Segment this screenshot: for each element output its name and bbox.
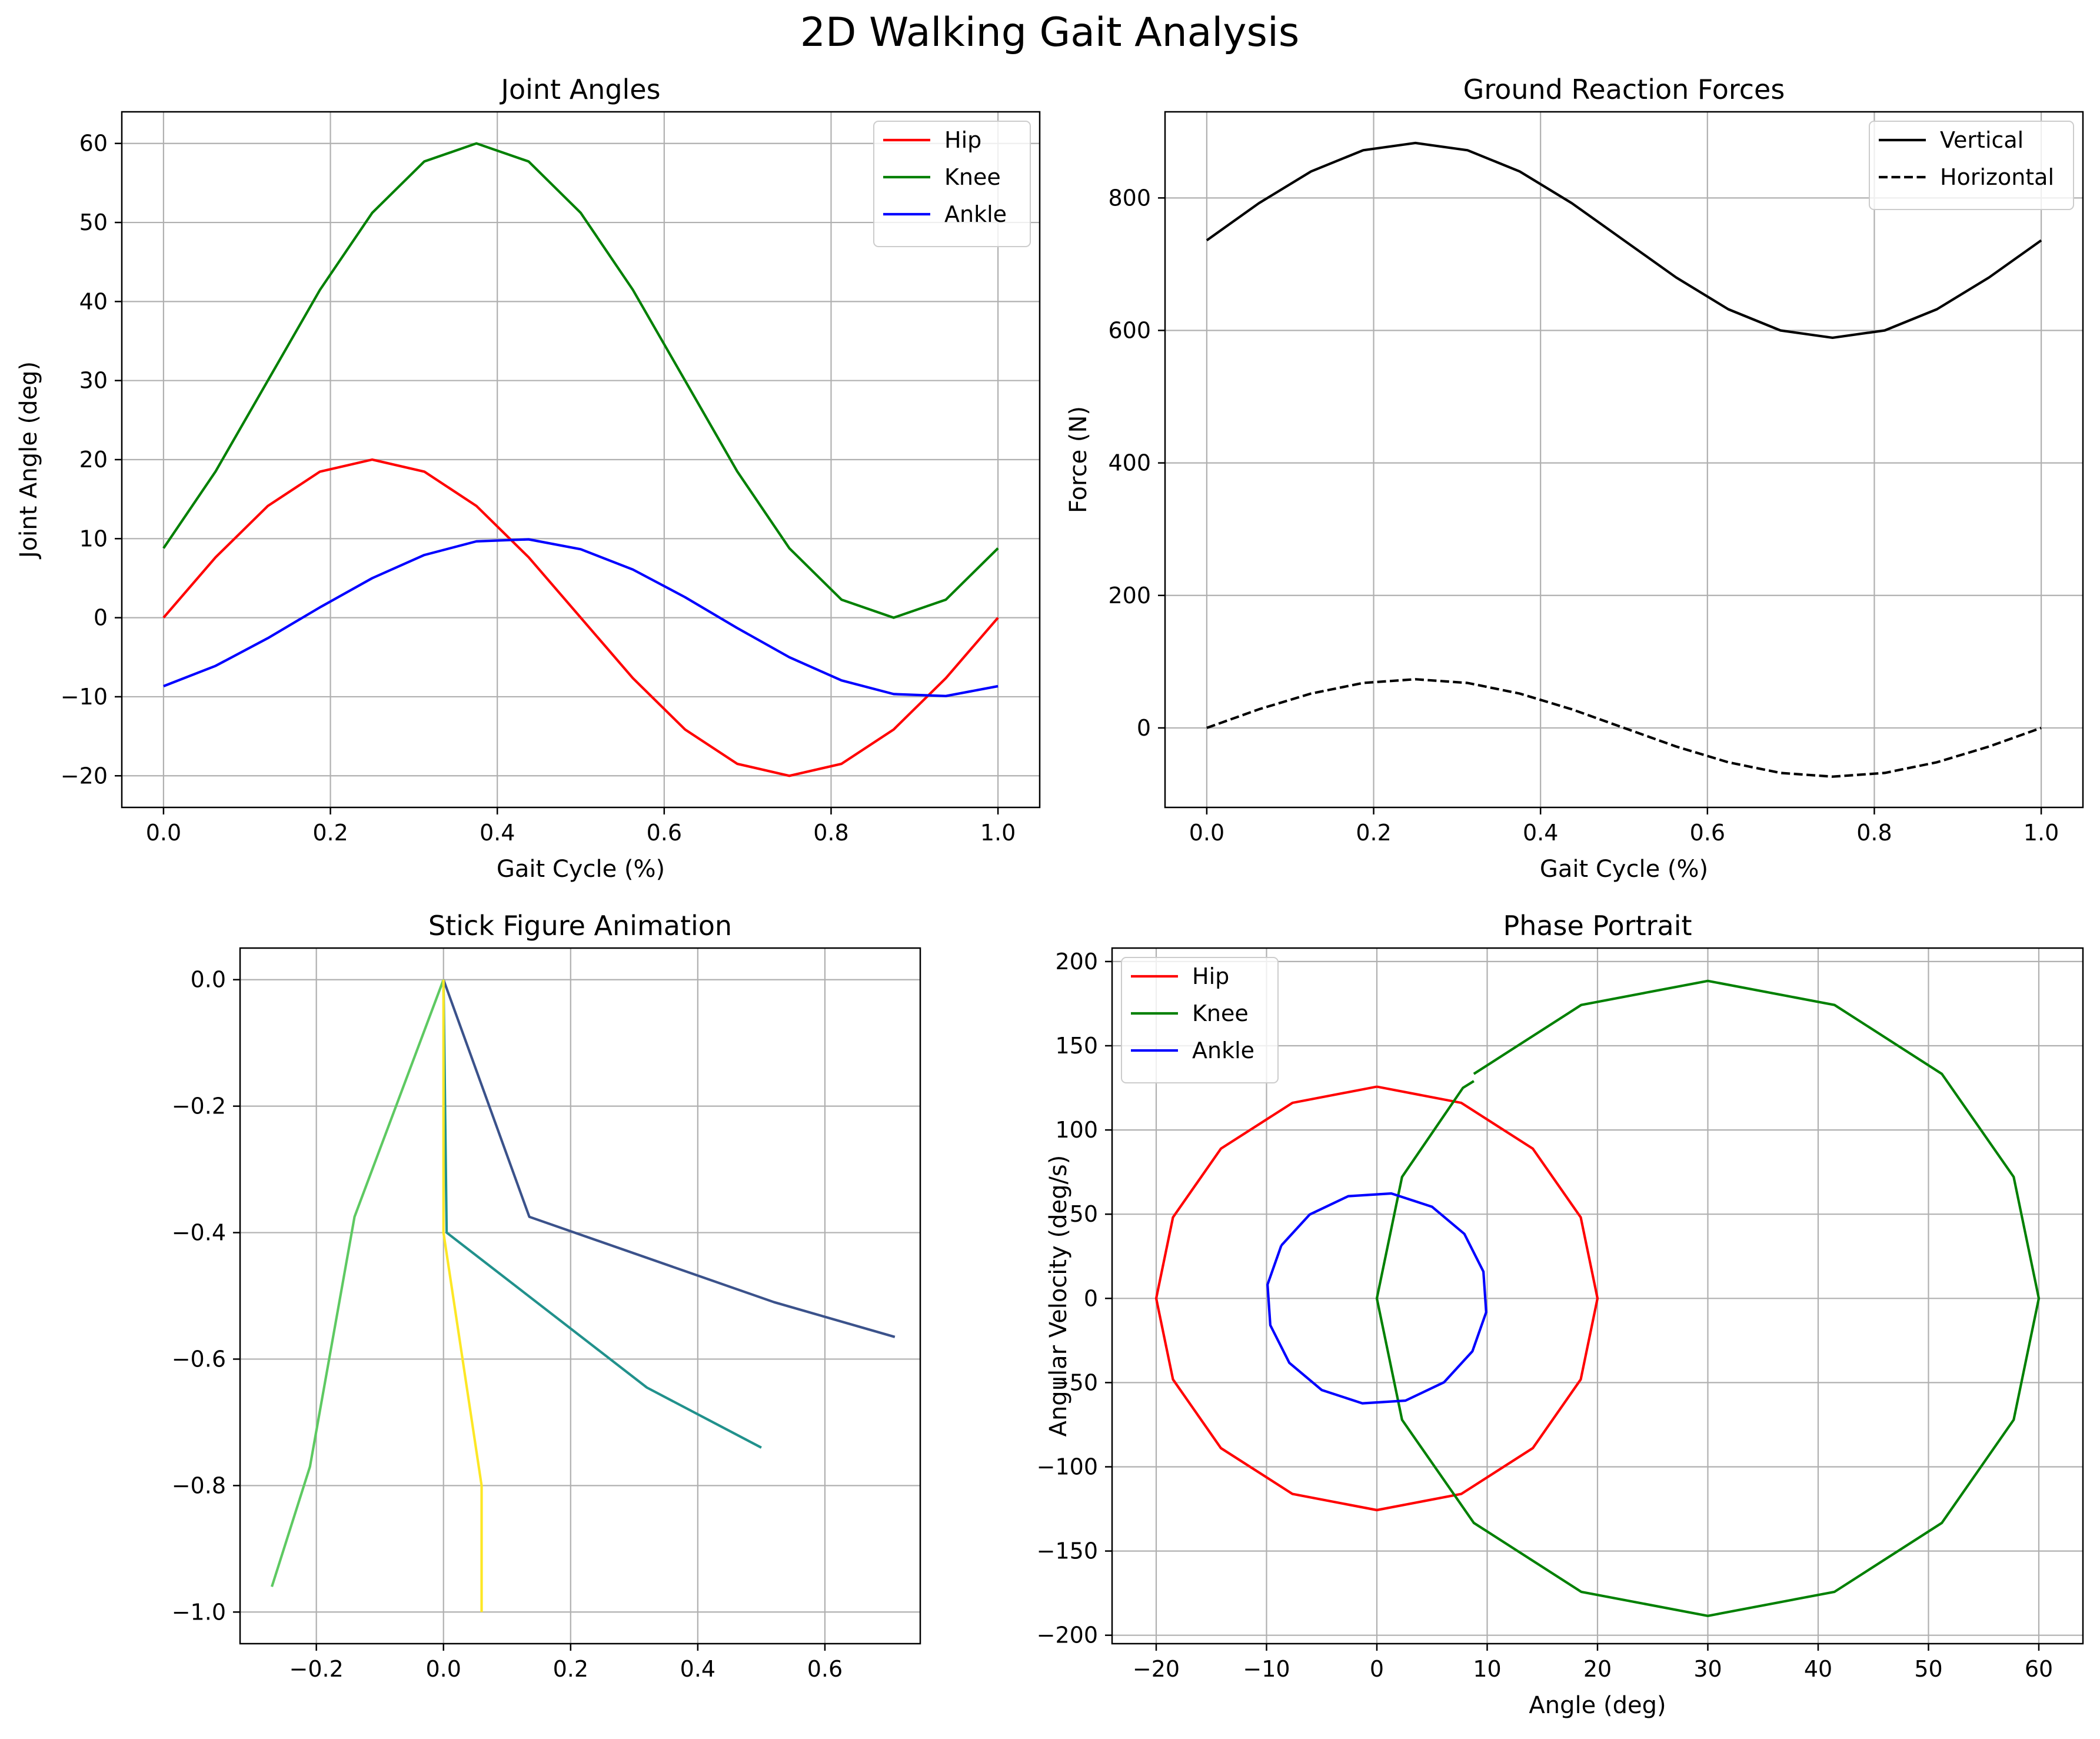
x-tick-label: 0.0	[1189, 820, 1224, 846]
legend-label-knee: Knee	[944, 164, 1001, 190]
chart-title: Joint Angles	[499, 74, 660, 105]
y-tick-label: −20	[61, 763, 108, 789]
series-line-segment-2	[270, 979, 445, 1587]
y-tick-label: −200	[1037, 1622, 1098, 1648]
series-line-ankle	[163, 538, 999, 697]
y-tick-label: −10	[61, 684, 108, 710]
x-tick-label: 40	[1804, 1656, 1832, 1682]
y-tick-label: 150	[1055, 1033, 1098, 1059]
x-tick-label: 0.0	[146, 820, 181, 846]
legend-label-hip: Hip	[1192, 963, 1229, 989]
chart-phase-portrait: −20 −10 0 10 20 30 40 50 60−200−150−100−50050100…	[1037, 910, 2084, 1719]
x-tick-label: 50	[1914, 1656, 1942, 1682]
x-tick-label: 0.4	[480, 820, 515, 846]
y-tick-label: −0.2	[172, 1093, 226, 1119]
x-tick-label: 0.2	[312, 820, 348, 846]
x-tick-label: 1.0	[980, 820, 1016, 846]
x-axis-label: Gait Cycle (%)	[497, 856, 665, 883]
chart-ground-reaction-forces: 0.0 0.2 0.4 0.6 0.8 1.0 0 200 400 600 800 Ground Re…	[1065, 74, 2084, 883]
y-tick-label: 0.0	[191, 967, 226, 993]
y-axis-label: Angular Velocity (deg/s)	[1045, 1155, 1072, 1437]
series-line-ankle	[1266, 1192, 1487, 1405]
series-line-horizontal	[1206, 678, 2042, 778]
y-tick-label: −100	[1037, 1454, 1098, 1479]
x-tick-label: 0.4	[680, 1656, 715, 1682]
series-line-segment-3	[442, 979, 483, 1612]
x-axis-label: Gait Cycle (%)	[1540, 856, 1708, 883]
y-tick-label: −150	[1037, 1538, 1098, 1564]
chart-title: Stick Figure Animation	[428, 910, 732, 942]
y-tick-label: 0	[1084, 1285, 1098, 1311]
legend-label-ankle: Ankle	[1192, 1038, 1254, 1063]
y-tick-label: 200	[1108, 583, 1151, 609]
x-tick-label: 0.8	[813, 820, 848, 846]
series-line-knee	[1375, 979, 2041, 1617]
x-tick-label: 0.6	[807, 1656, 843, 1682]
legend-box	[1869, 121, 2074, 210]
y-tick-label: −0.4	[172, 1220, 226, 1246]
series-line-hip	[1154, 1085, 1599, 1512]
series-line-vertical	[1206, 141, 2042, 339]
x-tick-label: 30	[1693, 1656, 1722, 1682]
y-tick-label: 400	[1108, 450, 1151, 476]
x-tick-label: 0.6	[1690, 820, 1725, 846]
legend-label-horizontal: Horizontal	[1940, 164, 2054, 190]
y-tick-label: 20	[79, 447, 108, 473]
x-tick-label: 60	[2025, 1656, 2053, 1682]
axes-frame	[239, 947, 921, 1645]
y-tick-label: −0.8	[172, 1472, 226, 1498]
y-axis-label: Force (N)	[1065, 406, 1092, 513]
x-tick-label: 0.6	[647, 820, 682, 846]
legend-label-ankle: Ankle	[944, 201, 1007, 227]
chart-stick-figure: −0.2 0.0 0.2 0.4 0.6 0.0 −0.2 −0.4 −0.6 −0.8 −1.0 S…	[172, 910, 921, 1682]
legend: Vertical Horizontal	[1869, 121, 2074, 210]
series-line-knee	[162, 142, 999, 619]
x-tick-label: 0.0	[426, 1656, 461, 1682]
legend: Hip Knee Ankle	[1121, 957, 1279, 1083]
series-line-segment-0	[442, 979, 896, 1338]
y-tick-label: 40	[79, 288, 108, 314]
y-tick-label: 0	[94, 605, 108, 631]
y-tick-label: 600	[1108, 317, 1151, 343]
legend-label-vertical: Vertical	[1940, 127, 2024, 153]
x-tick-label: 0.2	[1356, 820, 1391, 846]
x-tick-label: −10	[1243, 1656, 1290, 1682]
y-tick-label: −1.0	[172, 1599, 226, 1625]
legend: Hip Knee Ankle	[873, 121, 1031, 247]
x-tick-label: 0	[1370, 1656, 1384, 1682]
series-line-segment-1	[442, 979, 762, 1449]
chart-joint-angles: 0.0 0.2 0.4 0.6 0.8 1.0 −20 −10 0 10 20 30 40 50 60 Joi…	[15, 74, 1041, 883]
series-line-hip	[162, 458, 999, 777]
x-tick-label: −0.2	[289, 1656, 344, 1682]
x-tick-label: 0.8	[1856, 820, 1892, 846]
x-tick-label: 20	[1583, 1656, 1612, 1682]
y-tick-label: 0	[1137, 715, 1151, 741]
chart-title: Ground Reaction Forces	[1463, 74, 1785, 105]
y-tick-label: −0.6	[172, 1346, 226, 1372]
figure-suptitle: 2D Walking Gait Analysis	[800, 9, 1300, 56]
y-tick-label: −50	[1051, 1369, 1098, 1395]
x-tick-label: 0.4	[1523, 820, 1558, 846]
y-tick-label: 800	[1108, 185, 1151, 211]
y-tick-label: 200	[1055, 949, 1098, 975]
y-tick-label: 60	[79, 131, 108, 157]
x-tick-label: 0.2	[553, 1656, 588, 1682]
x-tick-label: −20	[1133, 1656, 1180, 1682]
axes-frame	[1164, 111, 2084, 809]
y-axis-label: Joint Angle (deg)	[15, 361, 42, 560]
x-tick-label: 1.0	[2024, 820, 2059, 846]
legend-label-hip: Hip	[944, 127, 981, 153]
y-tick-label: 30	[79, 368, 108, 394]
legend-label-knee: Knee	[1192, 1000, 1249, 1026]
y-tick-label: 50	[79, 210, 108, 235]
chart-title: Phase Portrait	[1503, 910, 1692, 942]
y-tick-label: 50	[1070, 1201, 1098, 1227]
y-tick-label: 10	[79, 526, 108, 551]
x-axis-label: Angle (deg)	[1529, 1692, 1666, 1719]
x-tick-label: 10	[1473, 1656, 1501, 1682]
y-tick-label: 100	[1055, 1117, 1098, 1143]
